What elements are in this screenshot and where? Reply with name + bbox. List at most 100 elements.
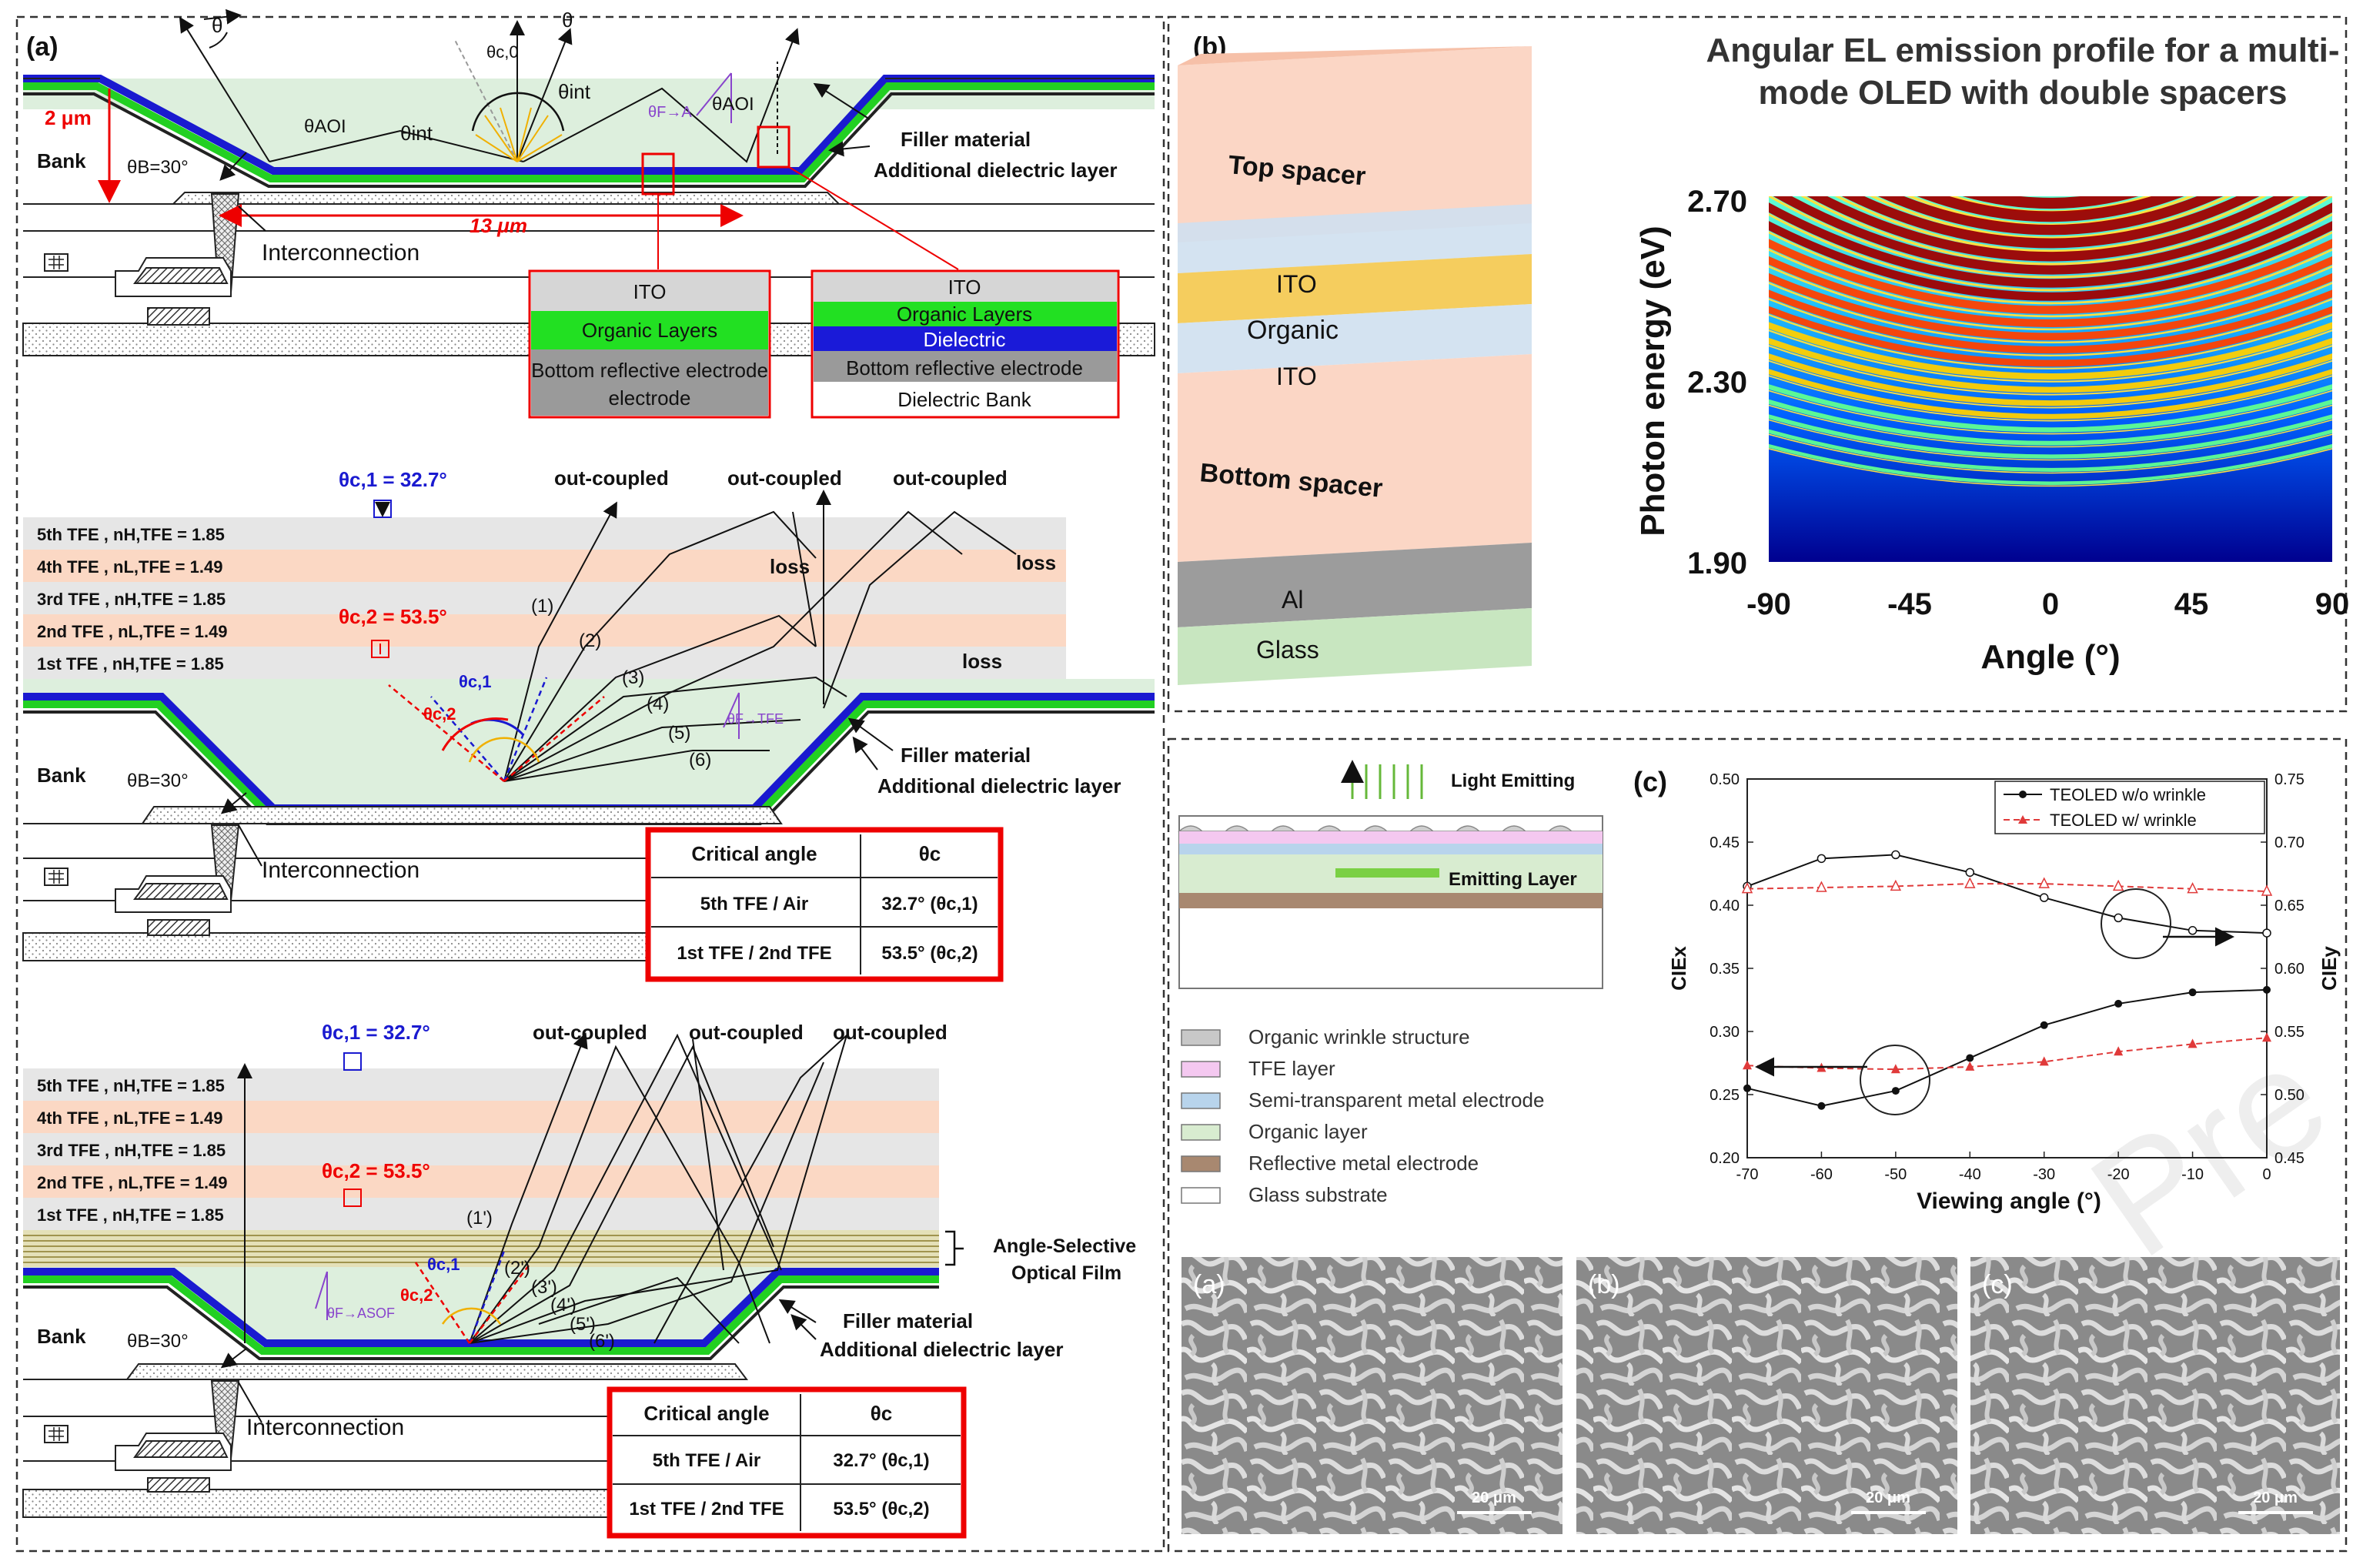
bot-outcoupled-1: out-coupled: [533, 1021, 647, 1044]
theta-label-2: θ: [562, 8, 573, 32]
cie-ytick-right-label: 0.70: [2274, 834, 2305, 851]
heatmap-fringe-edge: [1769, 404, 2332, 448]
cie-ytick-left-label: 0.30: [1710, 1024, 1740, 1041]
inset1-electrode-2: electrode: [609, 386, 691, 410]
bot-layer-5: 5th TFE , nH,TFE = 1.85: [37, 1076, 225, 1095]
cie-ytick-right-label: 0.65: [2274, 898, 2305, 914]
ray-6: (6): [689, 750, 711, 771]
bot-interconnection: Interconnection: [246, 1415, 404, 1440]
bot-table-h2: θc: [871, 1402, 893, 1425]
heatmap-fringe: [1842, 196, 2259, 249]
cie-ytick-left-label: 0.35: [1710, 961, 1740, 978]
cie-ytick-left-label: 0.45: [1710, 834, 1740, 851]
bot-ray-2: (2'): [504, 1258, 530, 1279]
heatmap-fringe: [1769, 429, 2332, 472]
cie-ytick-left-label: 0.50: [1710, 771, 1740, 788]
theta-c2-label-mid: θc,2 = 53.5°: [339, 605, 447, 628]
heatmap-fringe: [1769, 383, 2332, 433]
legend-label-5: Glass substrate: [1248, 1183, 1388, 1206]
cie-xtick-label: -40: [1959, 1166, 1981, 1183]
cie-ytick-right-label: 0.60: [2274, 961, 2305, 978]
inset2-bank: Dielectric Bank: [897, 388, 1031, 411]
heat-xlabel: Angle (°): [1980, 638, 2120, 676]
bot-bank-label: Bank: [37, 1325, 86, 1348]
cie-data-point: [2039, 893, 2049, 902]
cie-data-point: [1741, 882, 1753, 894]
theta-c1-label-mid: θc,1 = 32.7°: [339, 468, 447, 491]
ray-4: (4): [647, 694, 669, 714]
filler-label: Filler material: [901, 128, 1031, 151]
bot-table-r1c1: 5th TFE / Air: [653, 1450, 760, 1471]
sem-image-c: [1970, 1257, 2340, 1534]
mid-outcoupled-2: out-coupled: [727, 466, 842, 490]
bot-table-h1: Critical angle: [643, 1402, 769, 1425]
theta-c0-label: θc,0: [486, 42, 519, 62]
bot-layer-2: 2nd TFE , nL,TFE = 1.49: [37, 1173, 228, 1192]
sem-label-c: (c): [1982, 1270, 2013, 1299]
panel-c-label: (c): [1633, 766, 1667, 797]
bot-outcoupled-2: out-coupled: [689, 1021, 804, 1044]
heatmap-fringe: [1769, 353, 2332, 406]
cie-data-point: [1964, 877, 1976, 888]
heatmap-fringe: [1769, 414, 2332, 459]
mid-table-h1: Critical angle: [691, 842, 817, 865]
heatmap-fringe: [1769, 337, 2332, 393]
watermark: Pre: [2062, 1011, 2357, 1289]
cie-data-point: [2039, 1056, 2049, 1066]
mid-loss-1: loss: [770, 555, 810, 578]
theta-int-label-1: θint: [400, 122, 433, 145]
inset2-ito: ITO: [948, 276, 981, 299]
stack-glass: Glass: [1256, 636, 1319, 664]
cie-series-line: [1746, 854, 2268, 934]
cie-xtick-label: 0: [2262, 1166, 2271, 1183]
heatmap-fringe: [1769, 306, 2332, 367]
stack-ito-1: ITO: [1276, 270, 1317, 298]
legend-label-0: Organic wrinkle structure: [1248, 1025, 1470, 1048]
legend-swatch-3: [1181, 1124, 1221, 1141]
mid-theta-c2-small: θc,2: [423, 704, 456, 724]
heatmap-fringe-edge: [1769, 345, 2332, 396]
mid-filler-label: Filler material: [901, 744, 1031, 767]
mid-bank-label: Bank: [37, 764, 86, 787]
panel-b-frame: [1167, 15, 2348, 713]
sem-label-b: (b): [1588, 1270, 1620, 1299]
cie-data-point: [2188, 988, 2197, 997]
schematic-legend: [1181, 1029, 1221, 1204]
panel-b-title-2: mode OLED with double spacers: [1758, 74, 2287, 112]
cie-data-point: [1817, 1102, 1826, 1110]
wrinkle-schematic: [1178, 760, 1603, 989]
inset1-ito: ITO: [633, 280, 667, 303]
bot-dielectric-label: Additional dielectric layer: [820, 1338, 1063, 1361]
mid-dielectric-label: Additional dielectric layer: [877, 774, 1121, 797]
cie-ytick-right-label: 0.75: [2274, 771, 2305, 788]
heat-ylabel: Photon energy (eV): [1634, 226, 1672, 536]
dim-width-label: 13 μm: [470, 214, 527, 237]
cie-series-line: [1746, 883, 2268, 892]
heatmap-fringe-edge: [1769, 196, 2332, 279]
theta-int-label-2: θint: [558, 80, 591, 103]
bot-filler-label: Filler material: [843, 1309, 973, 1332]
bot-layer-1: 1st TFE , nH,TFE = 1.85: [37, 1205, 224, 1225]
bot-layer-4: 4th TFE , nL,TFE = 1.49: [37, 1108, 222, 1128]
cie-xtick-label: -10: [2181, 1166, 2204, 1183]
cie-ylabel-right: CIEy: [2318, 946, 2341, 991]
theta-aoi-label-1: θAOI: [304, 116, 346, 137]
ray-1: (1): [531, 596, 553, 617]
cie-data-point: [1816, 881, 1827, 892]
legend-swatch-0: [1181, 1029, 1221, 1046]
theta-aoi-label-2: θAOI: [712, 94, 754, 115]
cie-xtick-label: -70: [1736, 1166, 1759, 1183]
heatmap-fringe: [1769, 221, 2332, 301]
mid-interconnection: Interconnection: [262, 858, 419, 883]
sem-scale-b: 20 μm: [1866, 1489, 1910, 1506]
cie-data-point: [2261, 884, 2273, 896]
cie-data-point: [2187, 882, 2198, 894]
bot-table-r1c2: 32.7° (θc,1): [833, 1450, 929, 1471]
heatmap-fringe-edge: [1769, 282, 2332, 344]
cie-chart: -70 -60 -50 -40 -30 -20 -10 0 0.50 0.45 0.40 0.35 0.…: [1710, 771, 2305, 1183]
mid-theta-c1-small: θc,1: [459, 672, 491, 691]
heat-xtick-1: -90: [1746, 587, 1791, 621]
heat-ytick-1: 2.70: [1687, 185, 1747, 219]
heatmap-fringe: [1769, 443, 2332, 486]
